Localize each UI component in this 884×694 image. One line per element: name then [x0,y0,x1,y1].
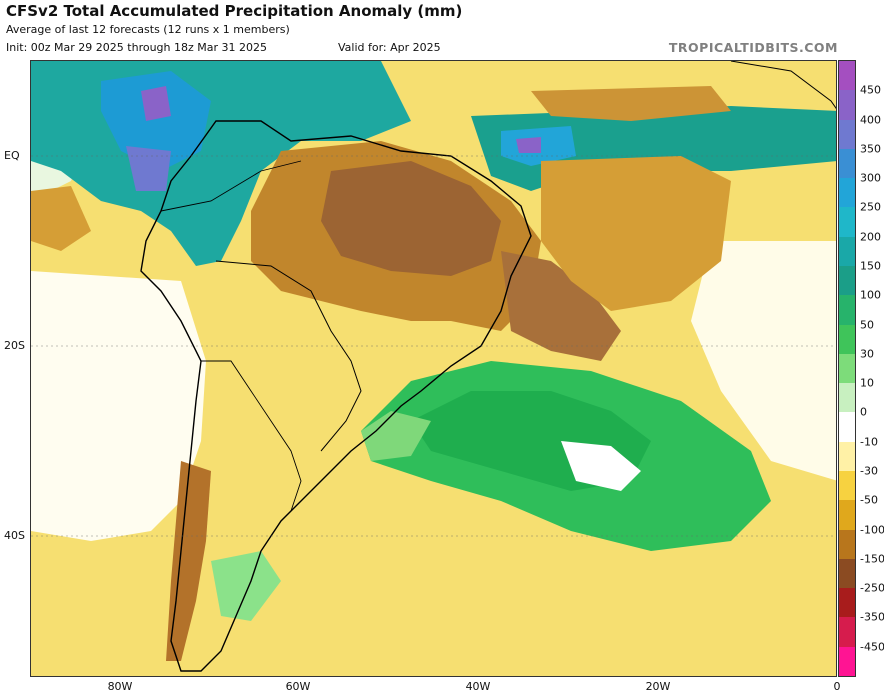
colorbar-swatch [839,471,855,501]
lon-label-80w: 80W [107,680,133,693]
colorbar-tick-label: -150 [860,552,884,566]
colorbar-tick-label: 450 [860,83,881,97]
dry-core-amazon [321,161,501,276]
wet-core-colombia [101,71,211,171]
lon-label-60w: 60W [285,680,311,693]
south-america-coastline [140,120,532,672]
colorbar-swatch [839,90,855,121]
lat-label-eq: EQ [4,149,20,162]
dry-band-north-atlantic [531,86,731,121]
dry-region-pacific-west [31,186,91,251]
dry-region-atlantic [541,156,731,311]
colorbar-tick-label: 150 [860,259,881,273]
colorbar-swatch [839,529,855,560]
colorbar-swatch [839,383,855,413]
colorbar-swatch [839,588,855,618]
colorbar-tick-label: -450 [860,640,884,654]
colorbar-tick-label: 250 [860,200,881,214]
colorbar-tick-label: -250 [860,581,884,595]
colorbar-tick-label: 0 [860,405,867,419]
wet-region-patagonia [211,551,281,621]
africa-coastline [730,61,836,110]
colorbar-tick-label: -50 [860,493,878,507]
lon-label-20w: 20W [645,680,671,693]
colorbar-swatch [839,236,855,267]
colorbar-tick-label: -100 [860,523,884,537]
colorbar-swatch [839,500,855,531]
colorbar-tick-label: 300 [860,171,881,185]
dry-region-coast [501,251,621,361]
neutral-pocket-south [561,441,641,491]
colorbar-tick-label: -350 [860,610,884,624]
colorbar-tick-label: 50 [860,318,874,332]
dry-strip-chile [166,461,211,661]
colorbar-swatch [839,353,855,384]
precipitation-anomaly-map [30,60,837,677]
lat-label-20s: 20S [4,339,25,352]
colorbar-swatch [839,178,855,208]
init-time: Init: 00z Mar 29 2025 through 18z Mar 31… [6,41,268,54]
colorbar-swatch [839,412,855,443]
colorbar-swatch [839,148,855,179]
wet-fringe-uruguay [361,411,431,461]
colorbar-tick-label: 10 [860,376,874,390]
neutral-region-pacific [31,271,206,541]
colorbar-swatch [839,295,855,326]
lat-label-40s: 40S [4,529,25,542]
colorbar-tick-label: 350 [860,142,881,156]
colorbar-tick-label: 200 [860,230,881,244]
colorbar-swatch [839,207,855,238]
map-header: CFSv2 Total Accumulated Precipitation An… [0,0,884,58]
country-border-argentina [201,360,302,512]
colorbar-tick-label: 100 [860,288,881,302]
country-border-north [160,160,302,212]
wet-peak-north [141,86,171,121]
colorbar-swatch [839,119,855,150]
colorbar-swatch [839,441,855,472]
colorbar-swatch [839,617,855,648]
brand-watermark: TROPICALTIDBITS.COM [668,40,838,55]
lon-label-0: 0 [833,680,841,693]
colorbar-swatch [839,61,855,91]
colorbar-swatch [839,558,855,589]
valid-time: Valid for: Apr 2025 [338,41,441,54]
wet-peak-andes [126,146,171,191]
colorbar-tick-label: 400 [860,113,881,127]
colorbar-swatch [839,266,855,296]
colorbar-tick-label: 30 [860,347,874,361]
colorbar-swatch [839,324,855,355]
colorbar-tick-label: -10 [860,435,878,449]
map-title: CFSv2 Total Accumulated Precipitation An… [6,2,463,20]
wet-peak-itcz [516,137,541,153]
colorbar-tick-label: -30 [860,464,878,478]
map-canvas [31,61,836,676]
colorbar [838,60,856,677]
map-subtitle: Average of last 12 forecasts (12 runs x … [6,23,290,36]
colorbar-swatch [839,646,855,677]
neutral-region-atlantic-east [691,241,836,481]
lon-label-40w: 40W [465,680,491,693]
